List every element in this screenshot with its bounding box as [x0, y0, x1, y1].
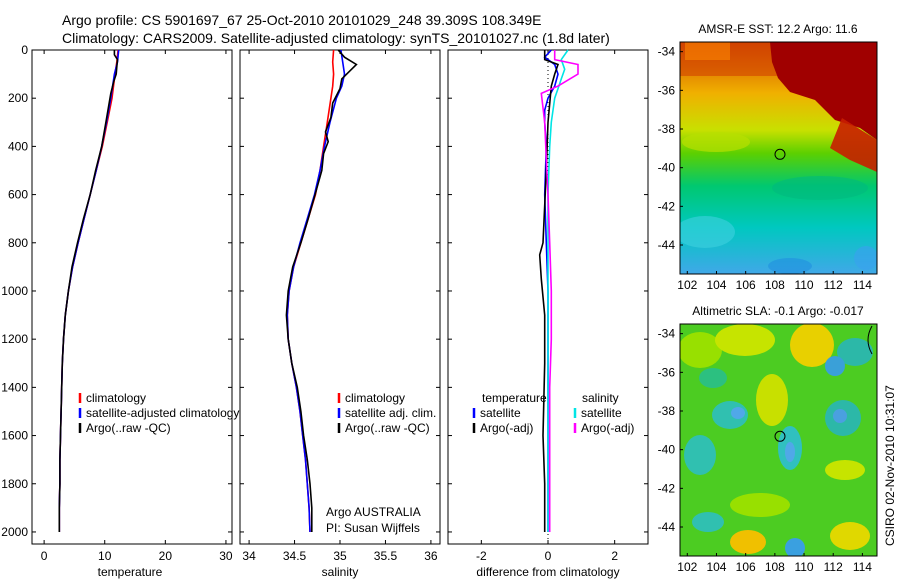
series-line-argo-raw-qc [285, 49, 358, 532]
series-line-argo-adj [538, 50, 560, 532]
x-tick-label: 2 [611, 549, 618, 563]
difference-x-label: difference from climatology [476, 565, 619, 579]
x-tick-label: 0 [41, 549, 48, 563]
temperature-axes-frame [31, 49, 233, 545]
y-tick-label: 1600 [1, 429, 28, 443]
legend-label: satellite adj. clim. [345, 406, 436, 420]
legend-heading: salinity [582, 391, 619, 405]
map-x-tick-label: 110 [794, 278, 813, 292]
x-tick-label: 36 [424, 549, 438, 563]
map-y-tick-label: -36 [658, 365, 676, 379]
legend-label: satellite-adjusted climatology [86, 406, 239, 420]
map-y-tick-label: -34 [658, 45, 676, 59]
legend-heading: temperature [482, 391, 547, 405]
legend-label: Argo(-adj) [581, 421, 634, 435]
y-tick-label: 800 [8, 236, 28, 250]
x-tick-label: 30 [219, 549, 233, 563]
series-line-satellite [543, 49, 559, 532]
x-tick-label: 20 [159, 549, 173, 563]
sla-map-image [680, 324, 877, 556]
map-y-tick-label: -38 [658, 122, 676, 136]
sst-map-ticks: 102 104 106 108 110 112 114 -34 -36 -38 -40 -42 -44 [658, 45, 873, 292]
map-x-tick-label: 104 [706, 278, 726, 292]
map-x-tick-label: 114 [853, 278, 872, 292]
argo-annotation-line-1: Argo AUSTRALIA [326, 505, 421, 519]
map-x-tick-label: 106 [736, 560, 756, 574]
map-x-tick-label: 102 [677, 278, 697, 292]
argo-position-marker [774, 430, 786, 442]
legend-label: satellite [480, 406, 521, 420]
y-tick-label: 0 [21, 43, 28, 57]
legend-label: Argo(..raw -QC) [86, 421, 171, 435]
csiro-timestamp-label: CSIRO 02-Nov-2010 10:31:07 [883, 385, 897, 546]
legend-label: Argo(..raw -QC) [345, 421, 430, 435]
figure-title-line-1: Argo profile: CS 5901697_67 25-Oct-2010 … [62, 12, 542, 28]
map-x-tick-label: 110 [794, 560, 813, 574]
sst-map-frame [679, 41, 878, 275]
difference-profile-marks: -2 0 2temperaturesatelliteArgo(-adj)salini… [448, 49, 648, 563]
y-tick-label: 1400 [1, 380, 28, 394]
x-tick-label: 0 [545, 549, 552, 563]
x-tick-label: 35 [333, 549, 347, 563]
temperature-profile-axes: 0 10 20 30 0 200 400 600 800 1000 1200 1400 1600 1800… [1, 43, 239, 579]
legend-label: climatology [86, 391, 146, 405]
map-x-tick-label: 108 [765, 278, 785, 292]
series-line-argo-adj [540, 50, 579, 532]
series-line-satellite-adj-clim [286, 49, 346, 533]
difference-profile-axes: -2 0 2temperaturesatelliteArgo(-adj)salini… [447, 49, 649, 579]
sla-map-title: Altimetric SLA: -0.1 Argo: -0.017 [692, 304, 864, 318]
y-tick-label: 1000 [1, 284, 28, 298]
sst-map-panel: AMSR-E SST: 12.2 Argo: 11.6 102 104 106 108… [658, 22, 878, 292]
y-tick-label: 1800 [1, 477, 28, 491]
y-tick-label: 2000 [1, 525, 28, 539]
series-line-satellite [547, 49, 569, 532]
map-x-tick-label: 104 [706, 560, 726, 574]
x-tick-label: 34.5 [283, 549, 307, 563]
legend-label: climatology [345, 391, 405, 405]
salinity-x-label: salinity [322, 565, 359, 579]
sst-map-title: AMSR-E SST: 12.2 Argo: 11.6 [698, 22, 858, 36]
map-y-tick-label: -44 [658, 520, 676, 534]
temperature-profile-marks: 0 10 20 30 0 200 400 600 800 1000 1200 1400 1600 1800… [1, 43, 239, 563]
sla-map-frame [679, 323, 878, 557]
figure-title-line-2: Climatology: CARS2009. Satellite-adjuste… [62, 30, 610, 46]
sla-map-ticks: 102 104 106 108 110 112 114 -34 -36 -38 -40 -42 -44 [658, 327, 873, 574]
argo-position-marker [774, 148, 786, 160]
map-y-tick-label: -38 [658, 404, 676, 418]
y-tick-label: 600 [8, 188, 28, 202]
salinity-axes-frame [239, 49, 441, 545]
map-x-tick-label: 114 [853, 560, 872, 574]
y-tick-label: 200 [8, 91, 28, 105]
x-tick-label: 10 [98, 549, 112, 563]
map-y-tick-label: -42 [658, 481, 676, 495]
x-tick-label: -2 [476, 549, 487, 563]
sla-map-panel: Altimetric SLA: -0.1 Argo: -0.017 [658, 304, 878, 574]
map-y-tick-label: -42 [658, 199, 676, 213]
map-y-tick-label: -40 [658, 443, 676, 457]
temperature-x-label: temperature [98, 565, 163, 579]
map-x-tick-label: 112 [824, 560, 843, 574]
map-x-tick-label: 102 [677, 560, 697, 574]
x-tick-label: 34 [242, 549, 256, 563]
y-tick-label: 1200 [1, 332, 28, 346]
sst-map-image [680, 42, 877, 274]
map-x-tick-label: 106 [736, 278, 756, 292]
y-tick-label: 400 [8, 139, 28, 153]
map-y-tick-label: -36 [658, 83, 676, 97]
map-y-tick-label: -34 [658, 327, 676, 341]
map-y-tick-label: -40 [658, 161, 676, 175]
map-x-tick-label: 108 [765, 560, 785, 574]
map-y-tick-label: -44 [658, 238, 676, 252]
x-tick-label: 35.5 [374, 549, 398, 563]
legend-label: satellite [581, 406, 622, 420]
series-line-argo-raw-qc [58, 50, 119, 532]
argo-annotation-line-2: PI: Susan Wijffels [326, 521, 420, 535]
map-x-tick-label: 112 [824, 278, 843, 292]
legend-label: Argo(-adj) [480, 421, 533, 435]
